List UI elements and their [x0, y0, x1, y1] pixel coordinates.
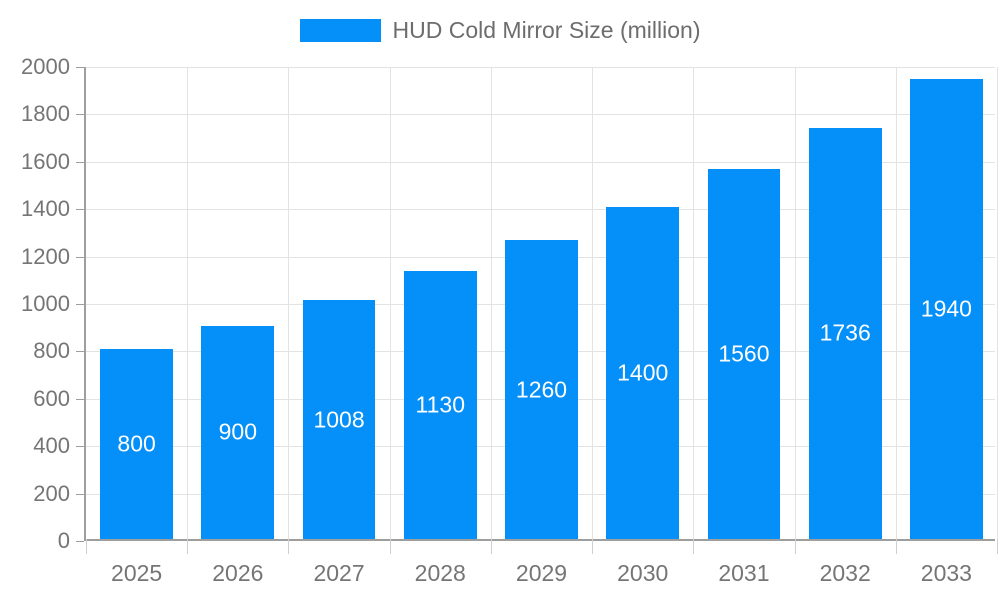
bar-2025[interactable]: 800: [100, 349, 174, 539]
x-axis-category-label: 2026: [212, 560, 264, 586]
y-axis-tick: [76, 446, 84, 448]
bar-2029[interactable]: 1260: [505, 240, 578, 539]
x-axis-category-label: 2030: [617, 560, 669, 586]
plot-area: 0 200 400 600 800 1000 1200 1400 1600 1800 2000 800…: [21, 56, 998, 585]
y-axis-tick: [76, 256, 84, 258]
x-axis-tick: [187, 539, 189, 554]
x-axis-tick: [794, 539, 796, 554]
y-axis-tick-label: 2000: [21, 54, 70, 79]
bar-value-label: 900: [218, 418, 258, 445]
y-axis-tick: [76, 114, 84, 116]
y-axis-tick-label: 1800: [21, 101, 70, 127]
y-axis-tick: [76, 304, 84, 305]
bar-2032[interactable]: 1736: [808, 127, 882, 539]
x-gridline: [490, 67, 492, 539]
legend[interactable]: HUD Cold Mirror Size (million): [0, 19, 1000, 42]
bar-2026[interactable]: 900: [201, 325, 275, 539]
bar-2028[interactable]: 1130: [403, 271, 477, 539]
x-axis-category-label: 2028: [414, 560, 466, 586]
bar-2031[interactable]: 1560: [707, 169, 781, 539]
x-axis-tick: [86, 539, 87, 554]
x-axis-tick: [389, 539, 391, 554]
y-axis-tick-label: 0: [57, 528, 70, 553]
legend-label: HUD Cold Mirror Size (million): [392, 17, 701, 43]
y-axis-tick-label: 1000: [21, 291, 70, 316]
bar-value-label: 1560: [718, 340, 770, 367]
x-axis-tick: [592, 539, 594, 554]
y-gridline: [86, 67, 995, 68]
y-axis-tick-label: 200: [33, 480, 70, 506]
x-axis-category-label: 2031: [718, 560, 770, 586]
x-axis-category-label: 2025: [111, 560, 163, 586]
x-axis-tick: [490, 539, 492, 554]
y-axis-tick: [76, 493, 84, 495]
y-axis-tick: [76, 161, 84, 163]
x-axis-category-label: 2033: [920, 560, 972, 586]
x-gridline: [693, 67, 695, 539]
y-gridline: [86, 161, 995, 163]
x-gridline: [997, 67, 998, 539]
bar-value-label: 800: [117, 430, 156, 457]
bar-value-label: 1400: [617, 359, 669, 386]
x-gridline: [288, 67, 290, 539]
bar-2033[interactable]: 1940: [909, 79, 983, 539]
y-axis-tick: [76, 541, 84, 542]
y-axis-tick: [76, 67, 84, 68]
bar-value-label: 1130: [415, 391, 465, 418]
bar-value-label: 1736: [819, 319, 871, 346]
bar-2030[interactable]: 1400: [606, 207, 680, 539]
bar-value-label: 1260: [515, 376, 568, 403]
y-axis-tick-label: 600: [33, 385, 70, 411]
y-axis-tick-label: 400: [33, 433, 70, 459]
bar-value-label: 1940: [920, 295, 972, 322]
x-axis-tick: [895, 539, 897, 554]
y-gridline: [86, 209, 995, 211]
x-axis-category-label: 2029: [515, 560, 568, 586]
x-gridline: [389, 67, 391, 539]
x-axis-tick: [997, 539, 998, 554]
x-axis-category-label: 2032: [819, 560, 871, 586]
x-gridline: [794, 67, 796, 539]
legend-swatch-icon: [299, 19, 381, 42]
y-gridline: [86, 114, 995, 116]
y-axis-tick: [76, 351, 84, 353]
bar-value-label: 1008: [313, 406, 365, 433]
y-axis-tick-label: 800: [33, 338, 70, 364]
y-axis-tick: [76, 209, 84, 211]
x-gridline: [895, 67, 897, 539]
x-axis-category-label: 2027: [313, 560, 365, 586]
x-gridline: [187, 67, 189, 539]
x-axis-tick: [288, 539, 290, 554]
y-axis-tick: [76, 398, 84, 400]
x-gridline: [592, 67, 594, 539]
y-axis-tick-label: 1200: [21, 243, 70, 269]
bar-2027[interactable]: 1008: [302, 300, 376, 539]
y-axis-tick-label: 1400: [21, 196, 70, 222]
x-axis-tick: [693, 539, 695, 554]
y-axis-tick-label: 1600: [21, 148, 70, 174]
